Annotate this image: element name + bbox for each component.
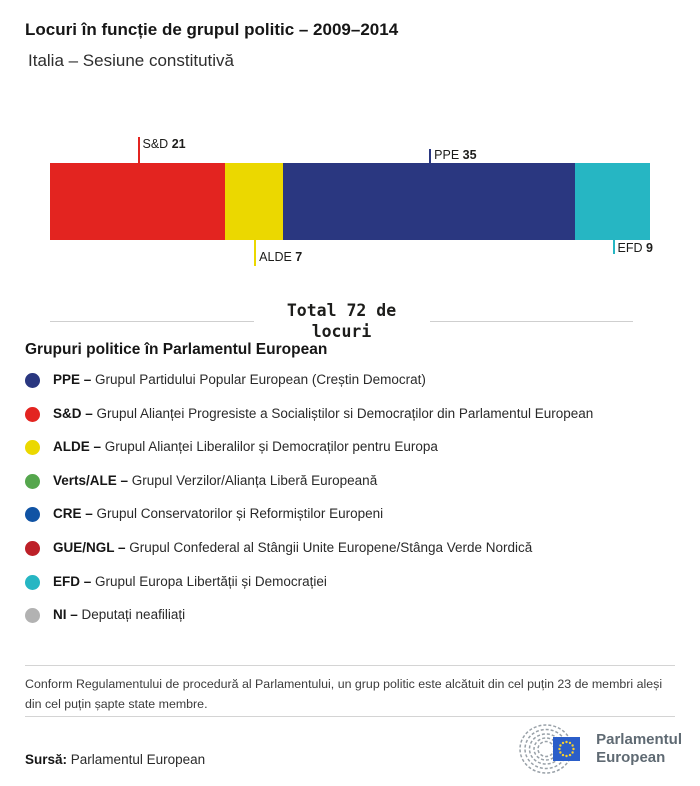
legend-dot (25, 574, 40, 590)
callout-label-alde: ALDE 7 (259, 250, 303, 264)
legend-item-ni: NI – Deputați neafiliați (25, 607, 685, 641)
footnote-divider-top (25, 665, 675, 666)
logo-text-line2: European (596, 749, 666, 766)
total-divider-right (429, 321, 633, 323)
legend-label: EFD – Grupul Europa Libertății și Democr… (53, 573, 327, 589)
stacked-bar (50, 163, 650, 240)
legend-list: PPE – Grupul Partidului Popular European… (25, 372, 685, 641)
legend-dot (25, 507, 40, 523)
source-line: Sursă: Parlamentul European (25, 752, 205, 767)
legend-item-efd: EFD – Grupul Europa Libertății și Democr… (25, 574, 685, 608)
callout-label-efd: EFD 9 (617, 241, 653, 255)
callout-tick-alde (254, 240, 257, 266)
footnote-divider-bottom (25, 716, 675, 717)
bar-segment-ppe[interactable] (283, 163, 575, 240)
callout-label-ppe: PPE 35 (434, 148, 477, 162)
callout-tick-ppe (429, 149, 432, 163)
logo-text-line1: Parlamentul (596, 731, 682, 748)
legend-dot (25, 373, 40, 388)
page-subtitle: Italia – Sesiune constitutivă (28, 51, 235, 70)
legend-dot (25, 608, 40, 624)
callout-tick-efd (612, 240, 615, 254)
legend-heading: Grupuri politice în Parlamentul European (25, 341, 328, 358)
source-label: Sursă: (25, 752, 68, 767)
legend-dot (25, 406, 40, 422)
legend-item-ppe: PPE – Grupul Partidului Popular European… (25, 372, 685, 406)
legend-label: CRE – Grupul Conservatorilor și Reformiș… (53, 506, 384, 522)
european-parliament-logo: Parlamentul European (519, 722, 682, 776)
legend-dot (25, 473, 40, 489)
eu-flag-icon (553, 737, 581, 761)
legend-dot (25, 440, 40, 456)
legend-item-cre: CRE – Grupul Conservatorilor și Reformiș… (25, 506, 685, 540)
total-seats-label: Total 72 de locuri (286, 301, 397, 341)
legend-item-gue-ngl: GUE/NGL – Grupul Confederal al Stângii U… (25, 540, 685, 574)
legend-item-s-d: S&D – Grupul Alianței Progresiste a Soci… (25, 406, 685, 440)
legend-label: Verts/ALE – Grupul Verzilor/Alianța Libe… (53, 472, 378, 488)
legend-label: ALDE – Grupul Alianței Liberalilor și De… (53, 439, 438, 455)
bar-segment-alde[interactable] (225, 163, 284, 240)
source-value: Parlamentul European (70, 752, 206, 767)
page-title: Locuri în funcție de grupul politic – 20… (25, 20, 399, 39)
hemicycle-icon (519, 724, 581, 774)
bar-segment-s-d[interactable] (50, 163, 225, 240)
legend-label: NI – Deputați neafiliați (53, 607, 186, 623)
legend-item-verts-ale: Verts/ALE – Grupul Verzilor/Alianța Libe… (25, 473, 685, 507)
legend-label: PPE – Grupul Partidului Popular European… (53, 372, 426, 387)
callout-label-s-d: S&D 21 (142, 137, 186, 151)
bar-segment-efd[interactable] (574, 163, 650, 240)
logo-text: Parlamentul European (596, 731, 682, 767)
legend-label: S&D – Grupul Alianței Progresiste a Soci… (53, 405, 594, 421)
total-divider-left (50, 321, 254, 323)
legend-dot (25, 540, 40, 556)
legend-label: GUE/NGL – Grupul Confederal al Stângii U… (53, 539, 533, 555)
footnote-text: Conform Regulamentului de procedură al P… (25, 677, 663, 712)
total-row: Total 72 de locuri (50, 301, 633, 342)
callout-tick-s-d (137, 137, 140, 163)
legend-item-alde: ALDE – Grupul Alianței Liberalilor și De… (25, 439, 685, 473)
